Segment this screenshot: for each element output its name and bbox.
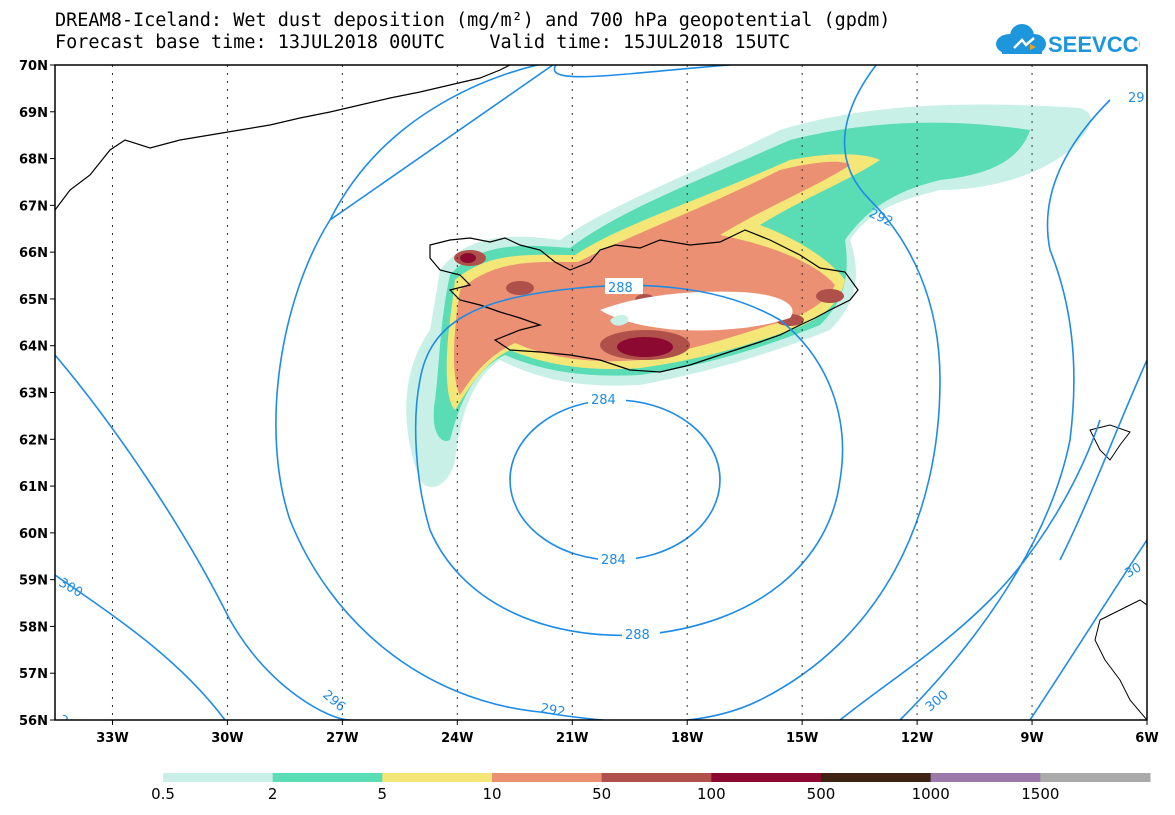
lat-label: 70N [19,59,48,74]
lat-label: 61N [19,480,48,495]
colorbar-swatch [272,773,383,782]
contour-label: 300 [56,575,85,600]
colorbar-swatch [382,773,493,782]
dust-plume [406,104,1091,488]
contour-label: 292 [539,701,566,720]
lat-label: 66N [19,246,48,261]
colorbar-label: 50 [592,785,612,803]
contour-label: 29 [1128,91,1145,106]
lon-label: 15W [786,731,818,746]
contour-304-right [1029,539,1147,720]
colorbar-swatch [163,773,274,782]
colorbar-label: 0.5 [151,785,175,803]
contour-296-right [899,99,1111,720]
colorbar-label: 1500 [1021,785,1060,803]
contour-300-left [55,574,226,720]
map-title-line-1: DREAM8-Iceland: Wet dust deposition (mg/… [55,10,891,31]
colorbar-label: 1000 [911,785,950,803]
lon-label: 27W [326,731,358,746]
contour-label: 30 [1123,560,1145,581]
lon-label: 24W [441,731,473,746]
colorbar-swatch [492,773,603,782]
lat-label: 60N [19,527,48,542]
colorbar-label: 5 [377,785,388,803]
greenland-coastline [55,65,511,211]
lat-label: 65N [19,293,48,308]
contour-label: 284 [591,393,616,408]
lon-label: 30W [211,731,243,746]
contour-296-left [55,354,351,720]
colorbar-label: 500 [806,785,836,803]
lon-label: 33W [96,731,128,746]
colorbar-swatch [601,773,712,782]
colorbar-swatch [1040,773,1151,782]
lat-label: 59N [19,574,48,589]
contour-label: 288 [625,628,650,643]
map-grid [111,65,1033,720]
lat-label: 56N [19,714,48,729]
lon-label: 12W [901,731,933,746]
cloud-icon [996,24,1046,54]
colorbar-label: 100 [697,785,726,803]
scotland-coastline [1094,599,1147,720]
contour-label: 296 [319,688,348,715]
contour-label: 284 [601,553,626,568]
contour-288 [414,284,844,637]
logo-text: SEEVCCC [1048,32,1140,57]
contour-labels: 288 284 284 288 292 296 292 300 300 29 3… [56,91,1145,737]
colorbar-swatch [821,773,932,782]
lon-label: 18W [671,731,703,746]
contour-292 [275,65,941,720]
lat-label: 63N [19,387,48,402]
lat-label: 68N [19,153,48,168]
contour-300-right [839,419,1101,720]
colorbar [163,773,1151,782]
seevccc-logo: SEEVCCC [996,24,1140,57]
lat-label: 62N [19,433,48,448]
lat-label: 69N [19,106,48,121]
lon-label: 21W [556,731,588,746]
colorbar-swatch [711,773,822,782]
lat-label: 57N [19,667,48,682]
lon-label: 9W [1020,731,1043,746]
contour-284 [509,399,721,561]
faroe-islands [1089,424,1131,461]
lat-label: 64N [19,340,48,355]
map-title-line-2: Forecast base time: 13JUL2018 00UTC Vali… [55,32,791,53]
lat-label: 58N [19,620,48,635]
contour-label: 292 [866,206,895,230]
colorbar-swatch [930,773,1041,782]
contour-label: 288 [608,281,633,296]
contour-300-top [1059,359,1147,561]
colorbar-label: 10 [482,785,502,803]
iceland-coastline [429,229,859,373]
contour-label: 292 [56,712,85,737]
lon-label: 6W [1135,731,1158,746]
lat-label: 67N [19,199,48,214]
geopotential-contours [55,65,1147,720]
colorbar-label: 2 [267,785,278,803]
